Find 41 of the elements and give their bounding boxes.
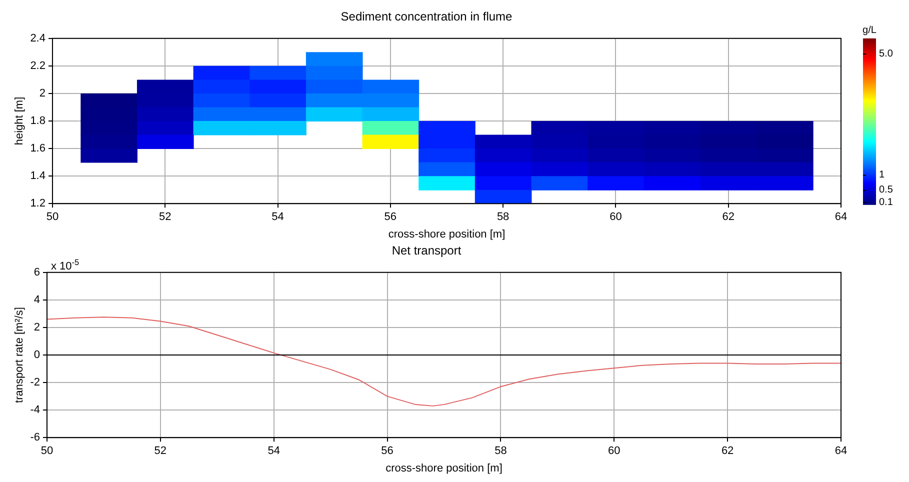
x-tick-label: 54 xyxy=(268,445,280,458)
x-axis-title: cross-shore position [m] xyxy=(386,462,502,474)
y-tick-label: -2 xyxy=(30,376,40,389)
y-tick-label: 4 xyxy=(34,294,40,306)
color-bar-label: 5.0 xyxy=(879,48,894,60)
x-tick-label: 56 xyxy=(384,211,397,224)
y-axis-title: height [m] xyxy=(14,96,26,146)
x-axis-title: cross-shore position [m] xyxy=(388,228,506,240)
color-bar-label: 1 xyxy=(879,170,885,181)
y-tick-label: 1.2 xyxy=(30,198,46,210)
x-tick-label: 52 xyxy=(154,445,167,458)
y-tick-label: 1.6 xyxy=(30,142,46,155)
y-tick-label: -6 xyxy=(30,432,40,444)
x-tick-label: 58 xyxy=(494,445,507,458)
y-tick-label: 1.4 xyxy=(30,170,46,182)
x-tick-label: 52 xyxy=(159,211,172,224)
x-tick-label: 62 xyxy=(721,445,734,458)
y-tick-label: 6 xyxy=(34,266,40,278)
color-bar-label: 0.5 xyxy=(879,184,894,196)
x-tick-label: 50 xyxy=(46,211,59,224)
x-tick-label: 54 xyxy=(272,211,284,224)
x-tick-label: 64 xyxy=(834,211,848,224)
x-tick-label: 58 xyxy=(496,211,510,224)
y-tick-label: -4 xyxy=(30,404,40,416)
y-tick-label: 2.4 xyxy=(30,32,46,44)
x-tick-label: 62 xyxy=(722,211,734,224)
y-tick-label: 0 xyxy=(34,349,40,362)
color-bar-label: 0.1 xyxy=(879,196,894,208)
x-tick-label: 56 xyxy=(381,445,394,458)
x-tick-label: 60 xyxy=(608,445,620,458)
y-tick-label: 2 xyxy=(39,88,46,100)
chart-title: Net transport xyxy=(392,244,462,258)
y-tick-label: 2 xyxy=(34,322,40,334)
x-tick-label: 60 xyxy=(610,211,622,224)
y-tick-label: 2.2 xyxy=(30,60,46,72)
x-tick-label: 50 xyxy=(40,445,54,458)
x-tick-label: 64 xyxy=(834,445,848,458)
y-axis-title: transport rate [m²/s] xyxy=(14,307,26,403)
color-bar-title: g/L xyxy=(862,25,877,36)
chart-title: Sediment concentration in flume xyxy=(340,10,513,24)
y-tick-label: 1.8 xyxy=(30,115,46,128)
